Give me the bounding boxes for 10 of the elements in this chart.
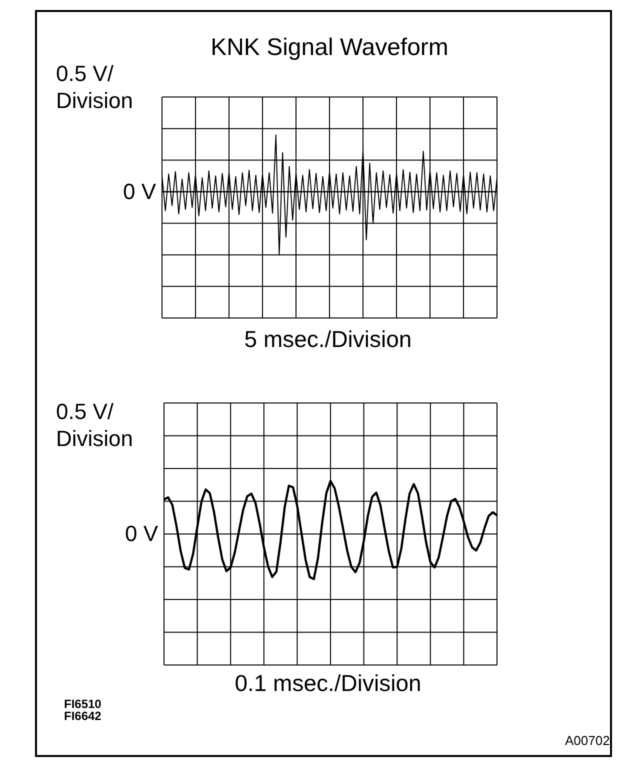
- text: FI6510: [64, 697, 102, 711]
- text: FI6642: [64, 709, 102, 723]
- y-axis-title: 0.5 V/ Division: [56, 60, 134, 114]
- chart-title: KNK Signal Waveform: [210, 34, 450, 62]
- text: 0 V: [124, 521, 158, 547]
- text: A00702: [565, 733, 610, 748]
- x-axis-title: 0.1 msec./Division: [234, 670, 422, 697]
- x-axis-title: 5 msec./Division: [243, 326, 413, 353]
- y-axis-title: 0.5 V/ Division: [56, 398, 134, 452]
- text: 0 V: [122, 178, 156, 205]
